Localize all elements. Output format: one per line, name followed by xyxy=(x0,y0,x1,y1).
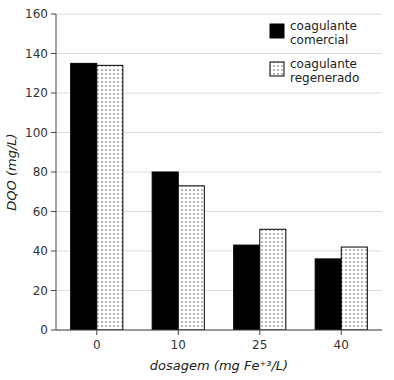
x-tick xyxy=(178,330,179,335)
bar xyxy=(341,247,367,330)
legend-label: coagulantecomercial xyxy=(290,19,357,47)
legend-label-line: regenerado xyxy=(290,71,359,85)
y-tick-label: 40 xyxy=(33,244,48,258)
y-tick-label: 80 xyxy=(33,165,48,179)
y-tick xyxy=(51,93,56,94)
bar xyxy=(234,245,260,330)
grid-line xyxy=(56,330,382,331)
y-tick-label: 60 xyxy=(33,205,48,219)
x-tick xyxy=(341,330,342,335)
x-tick-labels: 0 10 25 40 xyxy=(93,330,349,352)
bar xyxy=(178,186,204,330)
y-tick xyxy=(51,132,56,133)
y-tick xyxy=(51,14,56,15)
legend-swatch xyxy=(270,24,284,38)
y-tick-label: 20 xyxy=(33,284,48,298)
y-tick-labels: 0 20 40 60 80 100 120 140 160 xyxy=(25,7,56,337)
bar xyxy=(152,172,178,330)
chart-svg: 0 20 40 60 80 100 120 140 160 0 10 25 40 dosagem (mg … xyxy=(0,0,394,380)
grid-line xyxy=(56,53,382,54)
y-tick-label: 120 xyxy=(25,86,48,100)
y-tick xyxy=(51,330,56,331)
x-tick xyxy=(96,330,97,335)
bar xyxy=(260,229,286,330)
y-grid xyxy=(56,14,382,330)
x-axis-line xyxy=(56,330,382,331)
x-tick-label: 25 xyxy=(252,338,267,352)
chart-container: 0 20 40 60 80 100 120 140 160 0 10 25 40 dosagem (mg … xyxy=(0,0,394,380)
legend: coagulantecomercialcoagulanteregenerado xyxy=(270,19,359,85)
legend-swatch xyxy=(270,62,284,76)
y-tick xyxy=(51,211,56,212)
grid-line xyxy=(56,14,382,15)
y-tick-label: 140 xyxy=(25,47,48,61)
y-tick xyxy=(51,290,56,291)
bars xyxy=(71,63,368,330)
y-tick xyxy=(51,53,56,54)
legend-label-line: coagulante xyxy=(290,19,357,33)
bar xyxy=(71,63,97,330)
bar xyxy=(97,65,123,330)
y-tick-label: 0 xyxy=(40,323,48,337)
y-axis-line xyxy=(56,14,57,330)
y-tick-label: 160 xyxy=(25,7,48,21)
x-axis-label: dosagem (mg Fe⁺³/L) xyxy=(150,358,288,373)
x-tick-label: 40 xyxy=(334,338,349,352)
legend-label: coagulanteregenerado xyxy=(290,57,359,85)
x-tick-label: 0 xyxy=(93,338,101,352)
bar xyxy=(315,259,341,330)
y-tick-label: 100 xyxy=(25,126,48,140)
legend-label-line: comercial xyxy=(290,33,348,47)
x-tick-label: 10 xyxy=(171,338,186,352)
legend-label-line: coagulante xyxy=(290,57,357,71)
x-tick xyxy=(259,330,260,335)
y-tick xyxy=(51,172,56,173)
y-tick xyxy=(51,251,56,252)
y-axis-label: DQO (mg/L) xyxy=(4,133,19,210)
